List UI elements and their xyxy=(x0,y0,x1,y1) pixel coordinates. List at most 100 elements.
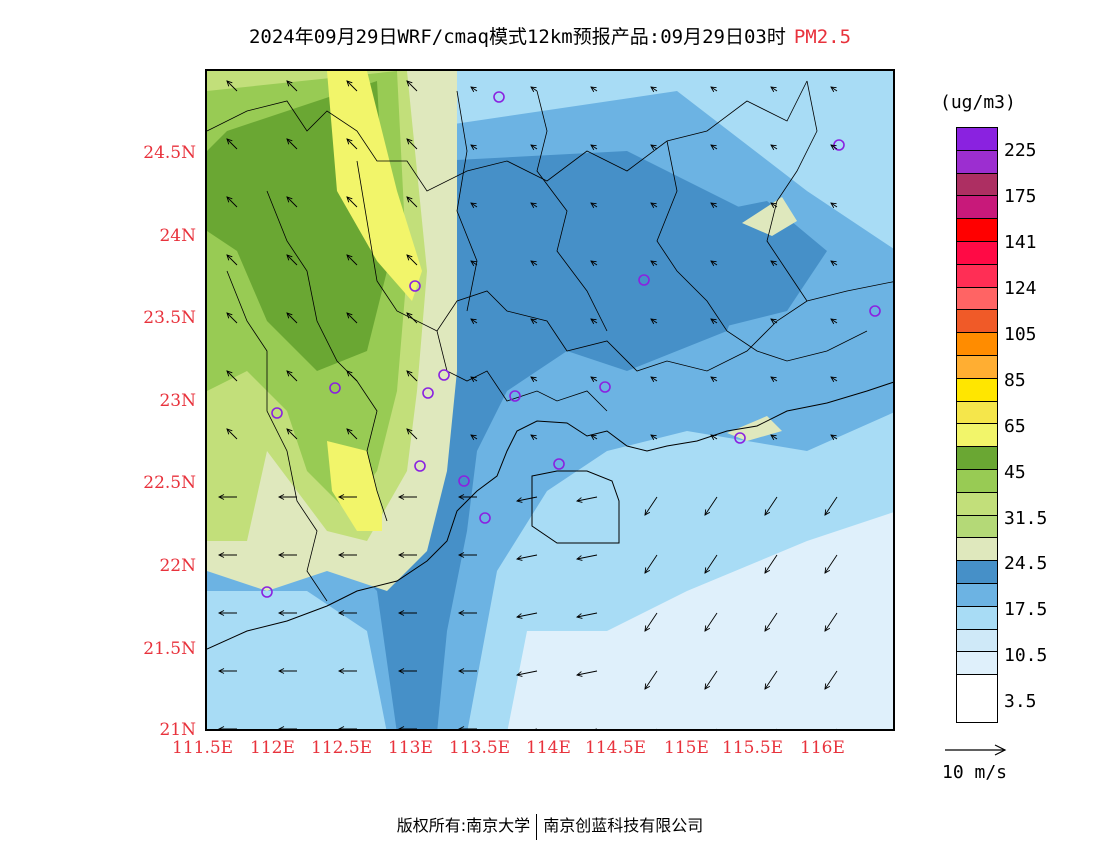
wind-arrow xyxy=(457,494,477,500)
river-delta-outline xyxy=(531,470,620,544)
lon-tick-112.5E: 112.5E xyxy=(311,738,373,758)
wind-arrow xyxy=(406,370,418,382)
wind-arrow xyxy=(650,260,658,267)
wind-arrow xyxy=(470,144,478,151)
colorbar-segment xyxy=(957,606,997,630)
wind-reference-label: 10 m/s xyxy=(942,762,1008,783)
wind-arrow xyxy=(764,670,778,690)
colorbar-label: 124 xyxy=(1004,278,1037,299)
wind-arrow xyxy=(830,376,838,383)
shading-patch-southeast xyxy=(727,416,782,441)
wind-arrow xyxy=(346,138,358,150)
lat-tick-21N: 21N xyxy=(159,720,196,740)
colorbar-segment xyxy=(957,469,997,493)
wind-arrow xyxy=(406,80,418,92)
wind-arrow xyxy=(470,260,478,267)
shading-peak-south xyxy=(327,441,382,531)
wind-arrow xyxy=(286,428,298,440)
monitoring-site-marker xyxy=(329,382,341,394)
wind-arrow xyxy=(406,138,418,150)
wind-arrow xyxy=(516,554,538,561)
colorbar-segment xyxy=(957,629,997,653)
wind-arrow xyxy=(530,318,538,325)
colorbar-label: 65 xyxy=(1004,416,1026,437)
monitoring-site-marker xyxy=(438,369,450,381)
monitoring-site-marker xyxy=(553,458,565,470)
colorbar-segment xyxy=(957,310,997,334)
monitoring-site-marker xyxy=(509,390,521,402)
wind-arrow xyxy=(217,668,237,674)
wind-arrow xyxy=(770,376,778,383)
lon-tick-114E: 114E xyxy=(526,738,571,758)
colorbar-label: 175 xyxy=(1004,186,1037,207)
lat-tick-24N: 24N xyxy=(159,226,196,246)
wind-arrow xyxy=(286,254,298,266)
monitoring-site-marker xyxy=(414,460,426,472)
legend-colorbar xyxy=(956,127,998,723)
shading-patch-east xyxy=(742,197,797,236)
wind-arrow xyxy=(406,312,418,324)
wind-arrow xyxy=(277,610,297,616)
colorbar-label: 45 xyxy=(1004,462,1026,483)
wind-arrow xyxy=(286,196,298,208)
admin-boundary-9 xyxy=(456,90,478,312)
colorbar-label: 31.5 xyxy=(1004,508,1048,529)
wind-arrow xyxy=(457,668,477,674)
admin-boundary-2 xyxy=(356,160,893,372)
admin-boundary-3 xyxy=(436,330,608,412)
wind-arrow xyxy=(337,552,357,558)
lon-tick-111.5E: 111.5E xyxy=(172,738,234,758)
wind-arrow xyxy=(590,144,598,151)
wind-arrow xyxy=(830,86,838,93)
wind-arrow xyxy=(770,202,778,209)
wind-arrow xyxy=(457,726,477,729)
footer-copyright: 版权所有:南京大学 xyxy=(396,816,531,835)
concentration-map xyxy=(207,71,893,729)
wind-arrow xyxy=(650,86,658,93)
colorbar-segment xyxy=(957,561,997,584)
wind-arrow xyxy=(716,728,717,729)
wind-arrow xyxy=(226,428,238,440)
wind-arrow xyxy=(590,202,598,209)
monitoring-site-marker xyxy=(458,475,470,487)
wind-arrow xyxy=(710,434,718,441)
footer-company: 南京创蓝科技有限公司 xyxy=(543,816,704,835)
shading-medium-high xyxy=(207,151,767,729)
colorbar-segment xyxy=(957,492,997,516)
wind-arrow xyxy=(346,428,358,440)
wind-arrow xyxy=(530,86,538,93)
wind-arrow xyxy=(516,612,538,619)
wind-arrow xyxy=(337,726,357,729)
wind-arrow xyxy=(457,552,477,558)
colorbar-segment xyxy=(957,264,997,288)
wind-arrow xyxy=(277,726,297,729)
admin-boundary-7 xyxy=(766,80,818,302)
wind-arrow xyxy=(650,202,658,209)
wind-arrow xyxy=(346,370,358,382)
wind-arrow xyxy=(650,434,658,441)
colorbar-segment xyxy=(957,128,997,151)
wind-arrow xyxy=(590,260,598,267)
colorbar-label: 141 xyxy=(1004,232,1037,253)
wind-arrow xyxy=(830,202,838,209)
colorbar-label: 225 xyxy=(1004,140,1037,161)
wind-arrow xyxy=(470,318,478,325)
colorbar-segment xyxy=(957,219,997,242)
wind-arrow xyxy=(704,670,718,690)
footer-separator xyxy=(536,813,538,840)
lat-tick-23.5N: 23.5N xyxy=(143,308,196,328)
coastline xyxy=(207,381,893,650)
colorbar-segment xyxy=(957,538,997,562)
wind-arrow xyxy=(337,494,357,500)
wind-arrow xyxy=(764,554,778,574)
wind-arrow xyxy=(217,726,237,729)
wind-arrow xyxy=(530,434,538,441)
lat-tick-22.5N: 22.5N xyxy=(143,473,196,493)
monitoring-site-marker xyxy=(261,586,273,598)
wind-arrow xyxy=(710,202,718,209)
wind-arrow xyxy=(397,668,417,674)
wind-arrow xyxy=(226,312,238,324)
wind-arrow xyxy=(406,196,418,208)
wind-arrow xyxy=(770,318,778,325)
wind-arrow xyxy=(830,260,838,267)
